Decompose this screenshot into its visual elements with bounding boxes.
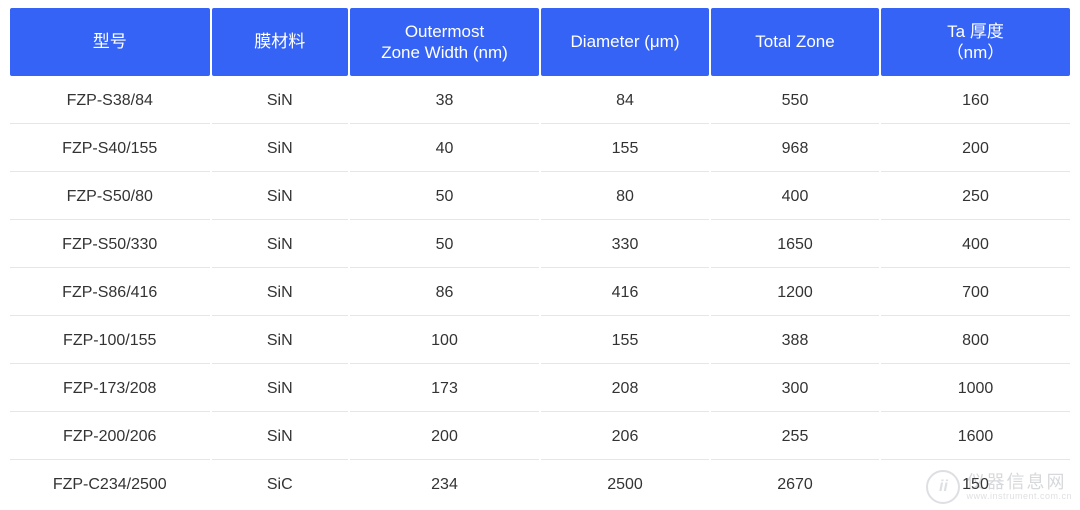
- cell-ozw: 200: [350, 414, 539, 460]
- cell-ozw: 38: [350, 78, 539, 124]
- cell-material: SiN: [212, 126, 349, 172]
- cell-diameter: 2500: [541, 462, 709, 508]
- cell-material: SiC: [212, 462, 349, 508]
- cell-ozw: 234: [350, 462, 539, 508]
- cell-totalzone: 1650: [711, 222, 879, 268]
- table-body: FZP-S38/84SiN3884550160FZP-S40/155SiN401…: [10, 78, 1070, 508]
- cell-model: FZP-100/155: [10, 318, 210, 364]
- table-header: 型号 膜材料 OutermostZone Width (nm) Diameter…: [10, 8, 1070, 76]
- cell-ta: 800: [881, 318, 1070, 364]
- cell-model: FZP-S50/80: [10, 174, 210, 220]
- table-row: FZP-S38/84SiN3884550160: [10, 78, 1070, 124]
- cell-ozw: 40: [350, 126, 539, 172]
- cell-model: FZP-173/208: [10, 366, 210, 412]
- table-row: FZP-S40/155SiN40155968200: [10, 126, 1070, 172]
- cell-material: SiN: [212, 174, 349, 220]
- cell-ozw: 50: [350, 174, 539, 220]
- table-row: FZP-200/206SiN2002062551600: [10, 414, 1070, 460]
- col-header-totalzone: Total Zone: [711, 8, 879, 76]
- cell-totalzone: 968: [711, 126, 879, 172]
- cell-diameter: 80: [541, 174, 709, 220]
- table-row: FZP-C234/2500SiC23425002670150: [10, 462, 1070, 508]
- cell-model: FZP-S38/84: [10, 78, 210, 124]
- cell-diameter: 206: [541, 414, 709, 460]
- cell-diameter: 416: [541, 270, 709, 316]
- cell-material: SiN: [212, 318, 349, 364]
- table-row: FZP-S50/80SiN5080400250: [10, 174, 1070, 220]
- cell-ta: 150: [881, 462, 1070, 508]
- cell-model: FZP-C234/2500: [10, 462, 210, 508]
- cell-ozw: 86: [350, 270, 539, 316]
- cell-totalzone: 255: [711, 414, 879, 460]
- cell-ozw: 173: [350, 366, 539, 412]
- cell-totalzone: 2670: [711, 462, 879, 508]
- cell-material: SiN: [212, 414, 349, 460]
- cell-totalzone: 550: [711, 78, 879, 124]
- cell-ta: 1000: [881, 366, 1070, 412]
- col-header-ozw: OutermostZone Width (nm): [350, 8, 539, 76]
- col-header-material: 膜材料: [212, 8, 349, 76]
- spec-table: 型号 膜材料 OutermostZone Width (nm) Diameter…: [8, 6, 1072, 510]
- cell-totalzone: 1200: [711, 270, 879, 316]
- cell-ta: 250: [881, 174, 1070, 220]
- cell-ta: 200: [881, 126, 1070, 172]
- cell-model: FZP-200/206: [10, 414, 210, 460]
- cell-ta: 400: [881, 222, 1070, 268]
- cell-ta: 700: [881, 270, 1070, 316]
- table-row: FZP-S50/330SiN503301650400: [10, 222, 1070, 268]
- cell-model: FZP-S86/416: [10, 270, 210, 316]
- cell-model: FZP-S50/330: [10, 222, 210, 268]
- cell-ozw: 50: [350, 222, 539, 268]
- cell-ta: 1600: [881, 414, 1070, 460]
- table-row: FZP-100/155SiN100155388800: [10, 318, 1070, 364]
- cell-model: FZP-S40/155: [10, 126, 210, 172]
- cell-ta: 160: [881, 78, 1070, 124]
- cell-totalzone: 388: [711, 318, 879, 364]
- cell-diameter: 155: [541, 318, 709, 364]
- table-row: FZP-S86/416SiN864161200700: [10, 270, 1070, 316]
- spec-table-container: 型号 膜材料 OutermostZone Width (nm) Diameter…: [0, 0, 1080, 510]
- cell-totalzone: 300: [711, 366, 879, 412]
- cell-material: SiN: [212, 270, 349, 316]
- cell-totalzone: 400: [711, 174, 879, 220]
- cell-material: SiN: [212, 222, 349, 268]
- col-header-ta: Ta 厚度（nm）: [881, 8, 1070, 76]
- table-row: FZP-173/208SiN1732083001000: [10, 366, 1070, 412]
- cell-ozw: 100: [350, 318, 539, 364]
- cell-material: SiN: [212, 78, 349, 124]
- cell-diameter: 155: [541, 126, 709, 172]
- col-header-diameter: Diameter (μm): [541, 8, 709, 76]
- col-header-model: 型号: [10, 8, 210, 76]
- cell-diameter: 330: [541, 222, 709, 268]
- cell-diameter: 84: [541, 78, 709, 124]
- cell-diameter: 208: [541, 366, 709, 412]
- cell-material: SiN: [212, 366, 349, 412]
